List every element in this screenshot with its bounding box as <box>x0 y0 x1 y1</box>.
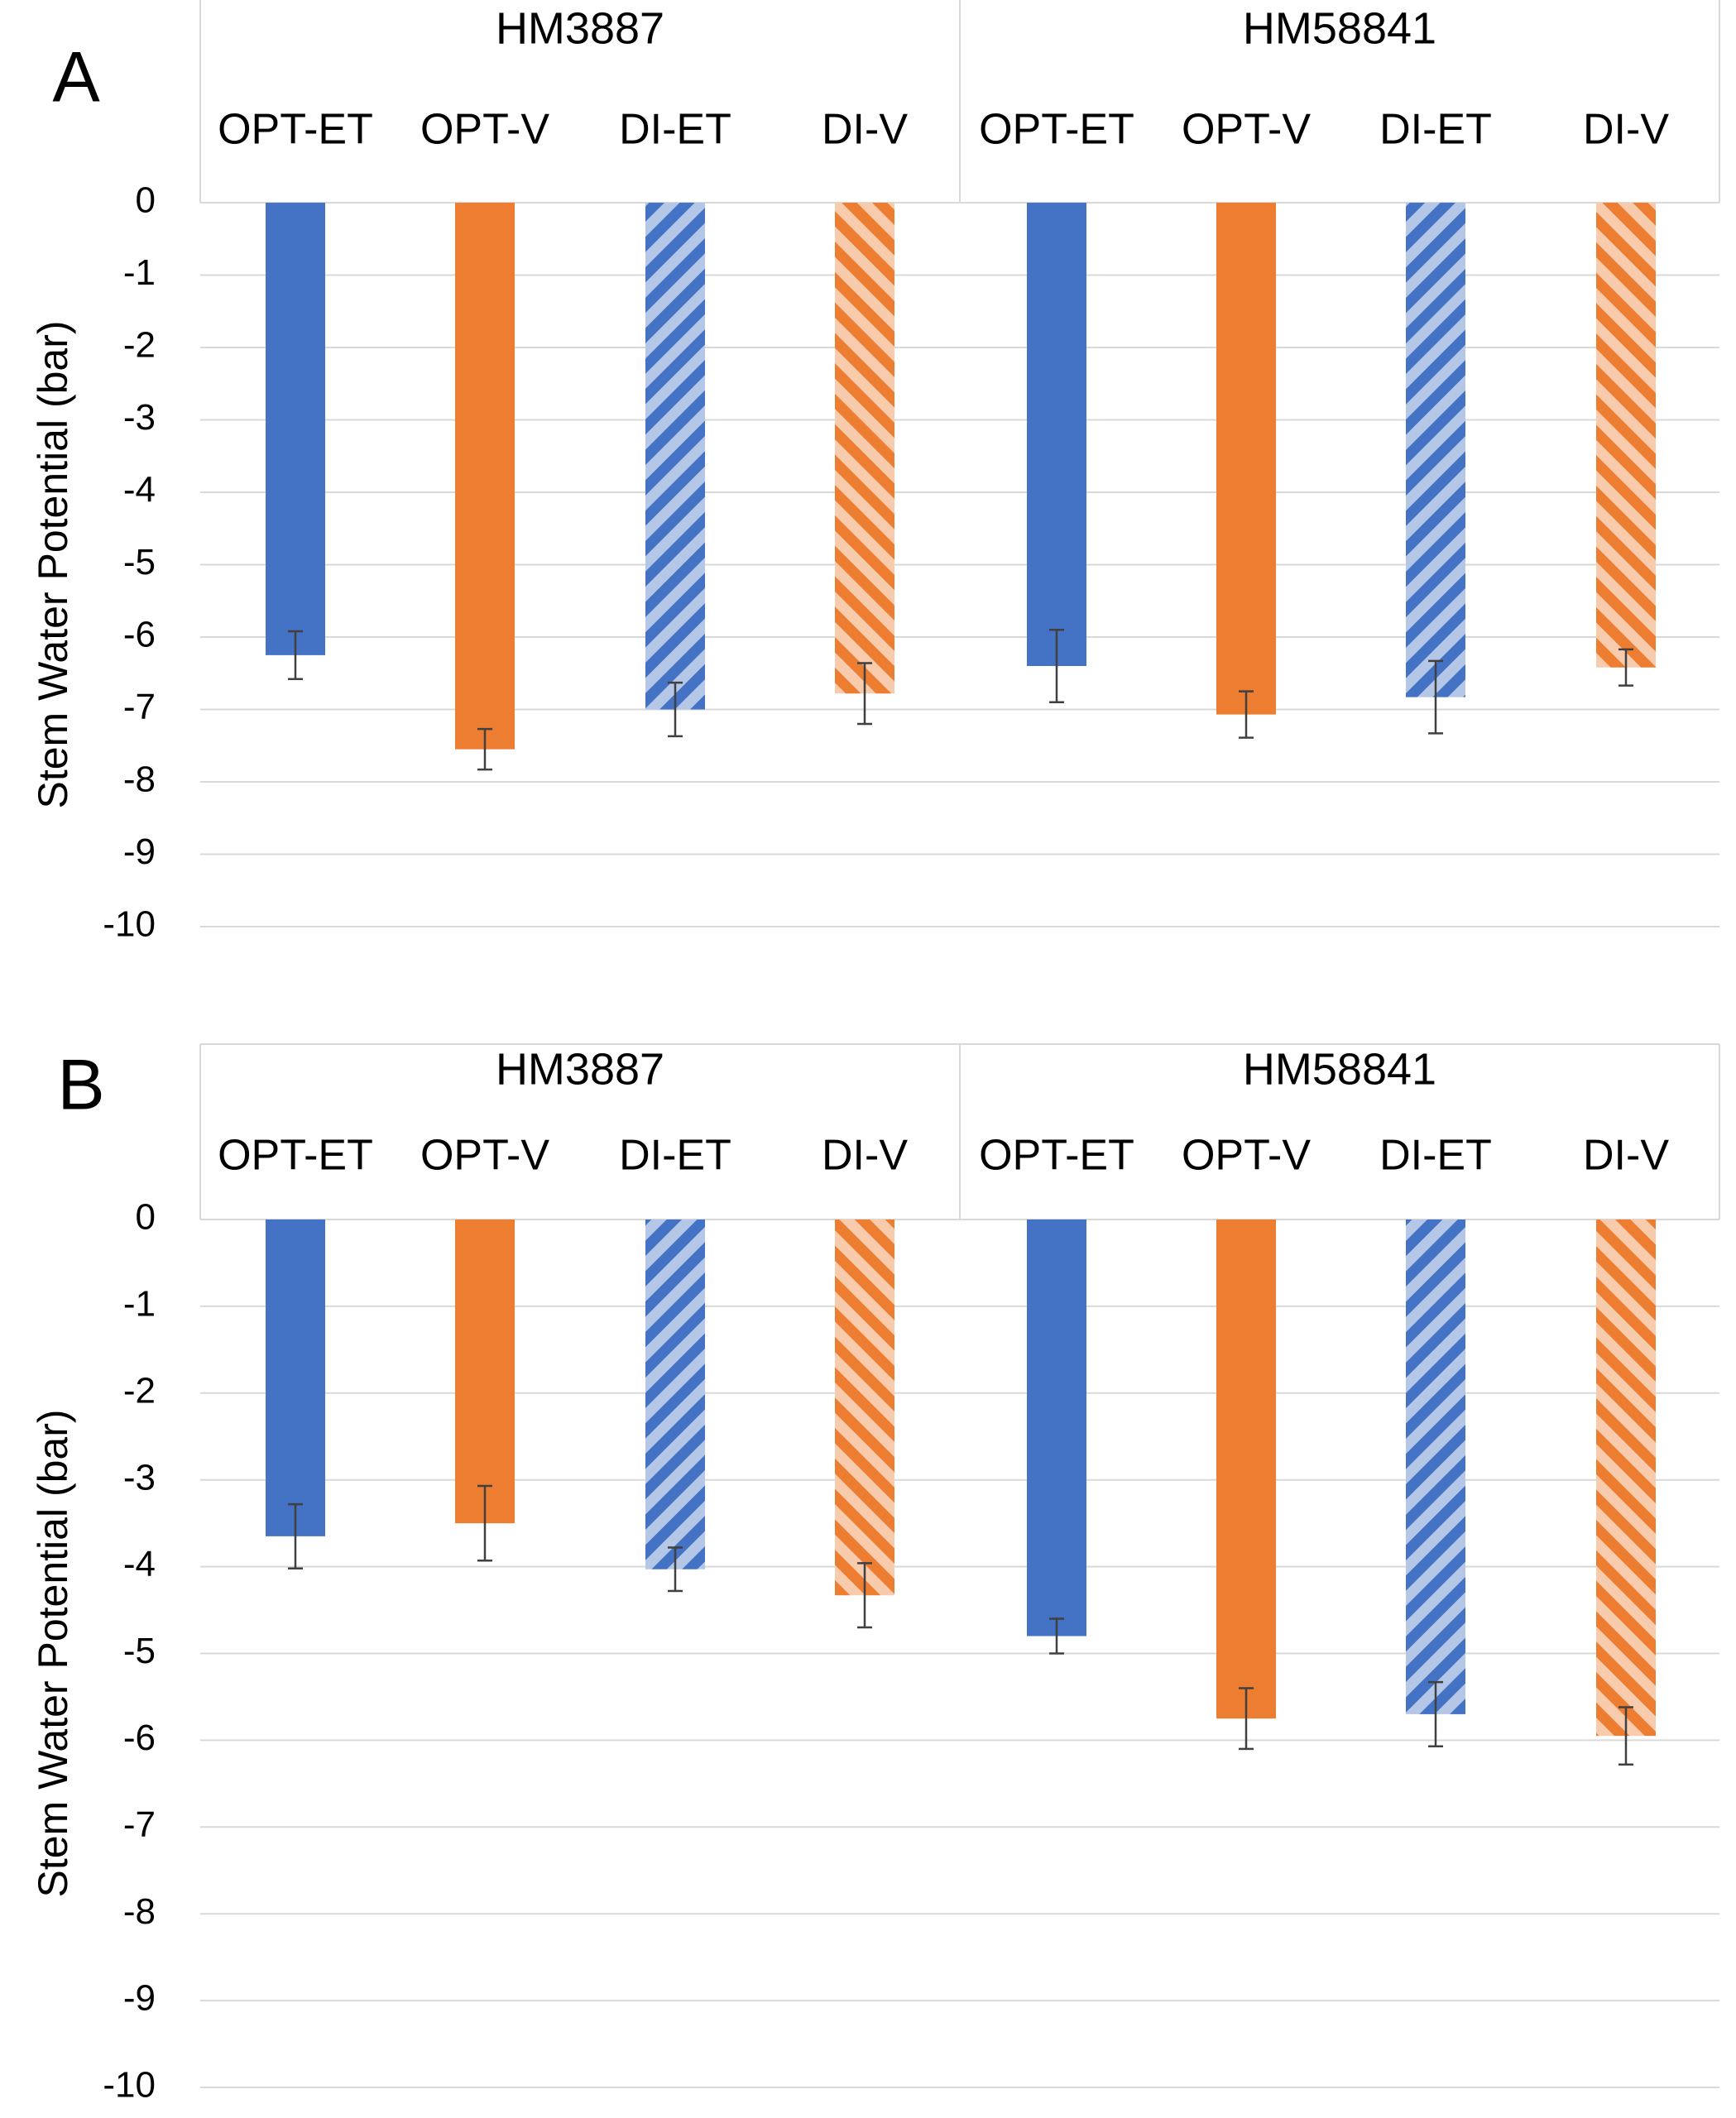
category-label: OPT-V <box>1182 106 1311 154</box>
y-axis-title: Stem Water Potential (bar) <box>30 320 76 808</box>
category-label: OPT-V <box>1182 1132 1311 1180</box>
bar <box>455 203 515 750</box>
category-label: OPT-V <box>420 1132 549 1180</box>
y-tick-label: -5 <box>123 542 156 582</box>
bar <box>1216 203 1276 715</box>
y-tick-label: -6 <box>123 615 156 655</box>
bar <box>266 1220 325 1536</box>
chart-panel-a: A 0 -1 -2 -3 -4 -5 -6 -7 -8 -9 -10 Stem Water Potent… <box>30 0 1720 945</box>
group-label: HM3887 <box>496 1044 664 1094</box>
panel-label: A <box>52 38 100 117</box>
y-tick-label: -6 <box>123 1718 156 1758</box>
category-label: DI-ET <box>619 1132 731 1180</box>
panel-label: B <box>57 1046 104 1125</box>
bar <box>455 1220 515 1524</box>
y-tick-label: -5 <box>123 1631 156 1671</box>
group-label: HM3887 <box>496 3 664 53</box>
y-tick-label: -8 <box>123 1891 156 1932</box>
category-label: DI-V <box>1583 1132 1669 1180</box>
bar <box>835 203 894 694</box>
bar <box>1216 1220 1276 1719</box>
y-tick-label: -7 <box>123 1804 156 1845</box>
bar <box>645 1220 705 1569</box>
bar <box>835 1220 894 1596</box>
group-label: HM58841 <box>1243 1044 1436 1094</box>
y-tick-label: -10 <box>103 904 156 945</box>
y-tick-label: -9 <box>123 831 156 872</box>
y-tick-label: 0 <box>136 1197 156 1238</box>
y-tick-label: -9 <box>123 1978 156 2019</box>
y-tick-label: -7 <box>123 687 156 727</box>
category-label: DI-ET <box>619 106 731 154</box>
bar <box>1596 203 1656 668</box>
bar <box>645 203 705 710</box>
bar <box>1027 203 1086 666</box>
y-tick-label: -4 <box>123 1544 156 1584</box>
bar <box>1406 203 1465 697</box>
category-label: OPT-ET <box>979 106 1134 154</box>
y-axis-title: Stem Water Potential (bar) <box>30 1409 76 1897</box>
category-label: DI-V <box>1583 106 1669 154</box>
y-tick-label: 0 <box>136 180 156 221</box>
bar <box>1596 1220 1656 1737</box>
y-tick-label: -10 <box>103 2065 156 2106</box>
chart-panel-b: B 0 -1 -2 -3 -4 -5 -6 -7 -8 -9 -10 Stem Water Potent… <box>30 1043 1720 2106</box>
y-tick-label: -4 <box>123 470 156 510</box>
category-label: DI-V <box>822 1132 908 1180</box>
bar <box>266 203 325 655</box>
category-label: DI-ET <box>1379 106 1492 154</box>
category-label: OPT-V <box>420 106 549 154</box>
y-tick-label: -2 <box>123 325 156 366</box>
category-label: DI-V <box>822 106 908 154</box>
bar <box>1027 1220 1086 1636</box>
y-tick-label: -2 <box>123 1370 156 1411</box>
y-tick-label: -1 <box>123 252 156 293</box>
bar <box>1406 1220 1465 1714</box>
category-label: DI-ET <box>1379 1132 1492 1180</box>
y-tick-label: -3 <box>123 397 156 438</box>
category-label: OPT-ET <box>218 1132 373 1180</box>
category-label: OPT-ET <box>979 1132 1134 1180</box>
y-tick-label: -8 <box>123 760 156 800</box>
group-label: HM58841 <box>1243 3 1436 53</box>
category-label: OPT-ET <box>218 106 373 154</box>
y-tick-label: -3 <box>123 1457 156 1497</box>
y-tick-label: -1 <box>123 1284 156 1325</box>
